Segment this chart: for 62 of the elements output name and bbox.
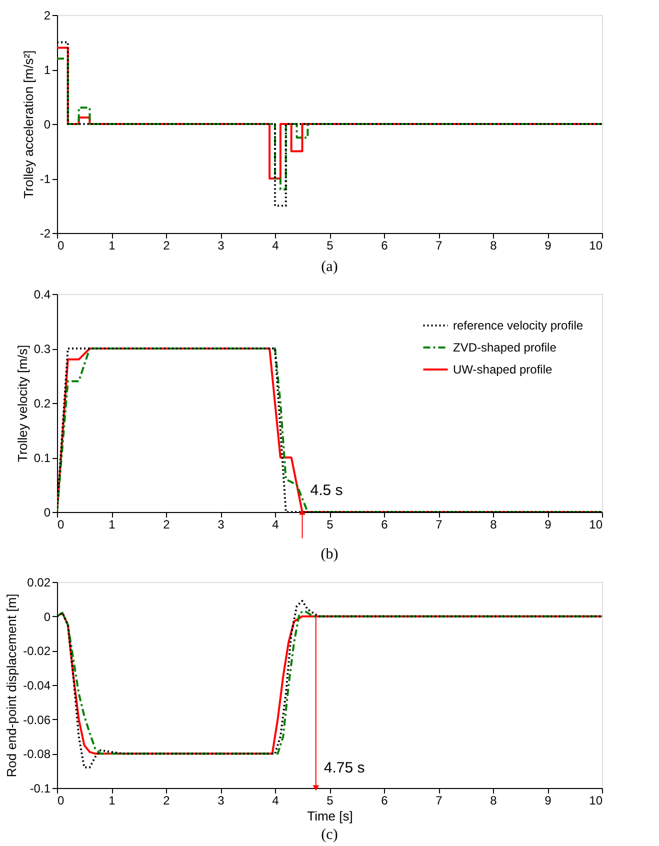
- annotation: 4.75 s: [324, 759, 365, 776]
- y-tick-label: -1: [40, 172, 51, 186]
- x-tick-label: 8: [490, 794, 498, 808]
- legend-label: reference velocity profile: [453, 318, 584, 332]
- y-tick-label: -0.08: [23, 747, 51, 762]
- x-tick-label: 4: [272, 794, 280, 808]
- x-tick-label: 6: [381, 794, 388, 808]
- x-tick-label: 8: [490, 238, 498, 252]
- x-tick-label: 6: [381, 238, 388, 252]
- y-tick-label: 0.02: [27, 576, 51, 590]
- y-tick-label: -0.04: [23, 678, 51, 692]
- x-tick-label: 1: [108, 794, 116, 808]
- x-tick-label: 3: [218, 518, 225, 532]
- text: (b): [320, 546, 338, 563]
- y-tick-label: 1: [44, 63, 51, 77]
- x-tick-label: 7: [436, 518, 443, 532]
- y-axis-title: Rod end-point displacement [m]: [4, 594, 20, 778]
- y-tick-label: 0.2: [34, 396, 51, 410]
- x-tick-label: 0: [58, 238, 64, 252]
- x-tick-label: 10: [589, 238, 603, 252]
- x-tick-label: 8: [490, 518, 498, 532]
- x-tick-label: 10: [589, 794, 603, 808]
- x-tick-label: 3: [218, 238, 225, 252]
- text: (c): [321, 827, 338, 843]
- x-tick-label: 1: [108, 518, 116, 532]
- y-tick-label: 0.1: [34, 451, 51, 465]
- x-tick-label: 7: [436, 238, 443, 252]
- x-tick-label: 6: [381, 518, 388, 532]
- x-tick-label: 5: [326, 238, 334, 252]
- x-tick-label: 0: [58, 794, 64, 808]
- y-tick-label: -0.02: [23, 644, 51, 658]
- y-tick-label: 0.4: [34, 288, 51, 302]
- legend-label: UW-shaped profile: [453, 362, 552, 376]
- x-tick-label: 4: [272, 238, 280, 252]
- x-tick-label: 9: [544, 794, 552, 808]
- y-axis-title: Trolley acceleration [m/s²]: [20, 50, 36, 199]
- x-tick-label: 9: [544, 238, 552, 252]
- y-tick-label: 0: [44, 118, 51, 132]
- y-tick-label: -0.06: [23, 712, 51, 727]
- text: (a): [321, 259, 338, 275]
- x-tick-label: 10: [589, 518, 603, 532]
- x-tick-label: 4: [272, 518, 280, 532]
- y-tick-label: -0.1: [30, 782, 51, 796]
- x-tick-label: 2: [163, 518, 170, 532]
- y-tick-label: 0: [44, 610, 51, 624]
- x-tick-label: 1: [108, 238, 116, 252]
- legend-label: ZVD-shaped profile: [453, 340, 557, 354]
- x-tick-label: 9: [544, 518, 552, 532]
- y-tick-label: 0: [44, 506, 51, 520]
- x-axis-title: Time [s]: [307, 808, 353, 824]
- x-tick-label: 5: [326, 794, 334, 808]
- y-axis-title: Trolley velocity [m/s]: [14, 344, 30, 462]
- x-tick-label: 0: [58, 518, 64, 532]
- x-tick-label: 2: [163, 794, 170, 808]
- y-tick-label: 0.3: [34, 342, 51, 356]
- x-tick-label: 2: [163, 238, 170, 252]
- x-tick-label: 5: [326, 518, 334, 532]
- y-tick-label: 2: [44, 8, 51, 22]
- x-tick-label: 7: [436, 794, 443, 808]
- x-tick-label: 3: [218, 794, 225, 808]
- y-tick-label: -2: [40, 226, 51, 240]
- annotation: 4.5 s: [310, 482, 343, 500]
